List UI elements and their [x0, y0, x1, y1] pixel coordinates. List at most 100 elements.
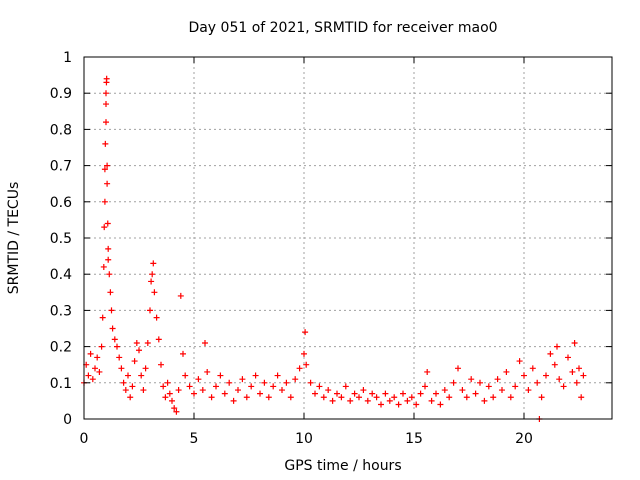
data-point — [105, 256, 112, 263]
data-point — [101, 166, 108, 173]
data-point — [102, 140, 109, 147]
data-point — [125, 372, 131, 379]
y-tick-label: 0.4 — [50, 267, 72, 283]
data-point — [296, 365, 303, 372]
data-point — [175, 387, 182, 394]
data-point — [347, 397, 354, 404]
data-point — [104, 180, 111, 187]
data-point — [270, 383, 277, 390]
data-point — [204, 368, 211, 375]
data-point — [118, 365, 125, 372]
data-point — [150, 260, 157, 267]
data-point — [103, 119, 109, 126]
data-point — [217, 372, 224, 379]
data-point — [292, 376, 299, 383]
data-point — [221, 390, 228, 397]
data-point — [144, 339, 151, 346]
data-point — [104, 162, 111, 169]
data-point — [338, 394, 345, 401]
data-point — [274, 372, 281, 379]
y-tick-label: 0.1 — [50, 376, 72, 392]
data-point — [116, 354, 123, 361]
data-point — [85, 372, 92, 379]
data-point — [320, 394, 327, 401]
data-point — [565, 354, 571, 361]
data-point — [153, 314, 160, 321]
data-point — [213, 383, 219, 390]
data-point — [351, 390, 358, 397]
data-point — [433, 390, 439, 397]
y-tick-label: 0.3 — [50, 303, 72, 319]
data-point — [571, 339, 578, 346]
data-point — [459, 387, 466, 394]
data-points — [81, 75, 587, 422]
data-point — [342, 383, 349, 390]
data-point — [96, 368, 103, 375]
data-point — [329, 397, 336, 404]
data-point — [428, 397, 435, 404]
data-point — [98, 343, 105, 350]
x-tick-label: 10 — [295, 431, 313, 447]
data-point — [325, 387, 332, 394]
data-point — [424, 368, 431, 375]
data-point — [114, 343, 120, 350]
data-point — [149, 271, 156, 278]
data-point — [554, 343, 560, 350]
data-point — [521, 372, 527, 379]
data-point — [162, 394, 169, 401]
data-point — [106, 271, 113, 278]
data-point — [164, 379, 171, 386]
data-point — [99, 314, 106, 321]
data-point — [226, 379, 233, 386]
y-axis-label: SRMTID / TECUs — [6, 182, 22, 295]
data-point — [195, 376, 202, 383]
data-point — [494, 376, 501, 383]
data-point — [437, 401, 444, 408]
data-point — [155, 336, 162, 343]
data-point — [160, 383, 167, 390]
data-point — [391, 394, 398, 401]
data-point — [142, 365, 149, 372]
data-point — [287, 394, 294, 401]
data-point — [512, 383, 519, 390]
data-point — [127, 394, 134, 401]
data-point — [450, 379, 457, 386]
data-point — [525, 387, 532, 394]
data-point — [169, 397, 175, 404]
data-point — [129, 383, 136, 390]
data-point — [92, 365, 98, 372]
data-point — [356, 394, 362, 401]
data-point — [208, 394, 215, 401]
data-point — [499, 387, 505, 394]
data-point — [131, 358, 138, 365]
data-point — [413, 401, 420, 408]
data-point — [302, 329, 309, 336]
data-point — [369, 390, 376, 397]
data-point — [307, 379, 314, 386]
data-point — [312, 390, 318, 397]
data-point — [303, 361, 310, 368]
y-tick-label: 0.6 — [50, 195, 72, 211]
y-tick-label: 1 — [63, 50, 72, 66]
data-point — [441, 387, 448, 394]
data-point — [578, 394, 585, 401]
axis-ticks: 0 5 10 15 20 0 0.1 0.2 0.3 0.4 0.5 0.6 0.7 0.8 0.9 1 — [50, 50, 612, 447]
data-point — [378, 401, 384, 408]
data-point — [576, 365, 582, 372]
data-point — [230, 397, 237, 404]
data-point — [87, 350, 94, 357]
y-tick-label: 0.5 — [50, 231, 72, 247]
data-point — [534, 379, 541, 386]
data-point — [279, 387, 285, 394]
x-axis-label: GPS time / hours — [284, 458, 401, 474]
data-point — [301, 350, 307, 357]
y-tick-label: 0.8 — [50, 122, 72, 138]
y-tick-label: 0 — [63, 412, 72, 428]
data-point — [580, 372, 587, 379]
data-point — [171, 405, 178, 412]
y-tick-label: 0.2 — [50, 340, 72, 356]
chart-title: Day 051 of 2021, SRMTID for receiver mao… — [188, 20, 497, 36]
data-point — [166, 390, 173, 397]
data-point — [173, 408, 180, 415]
